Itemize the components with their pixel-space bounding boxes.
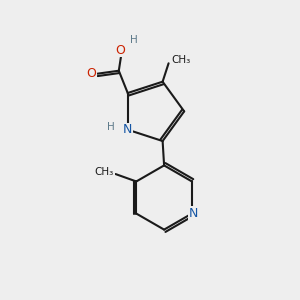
Text: H: H	[107, 122, 115, 132]
Text: H: H	[130, 35, 138, 45]
Text: CH₃: CH₃	[95, 167, 114, 177]
Text: O: O	[86, 67, 96, 80]
Text: CH₃: CH₃	[172, 55, 191, 65]
Text: N: N	[189, 207, 198, 220]
Text: N: N	[123, 123, 132, 136]
Text: O: O	[116, 44, 125, 57]
